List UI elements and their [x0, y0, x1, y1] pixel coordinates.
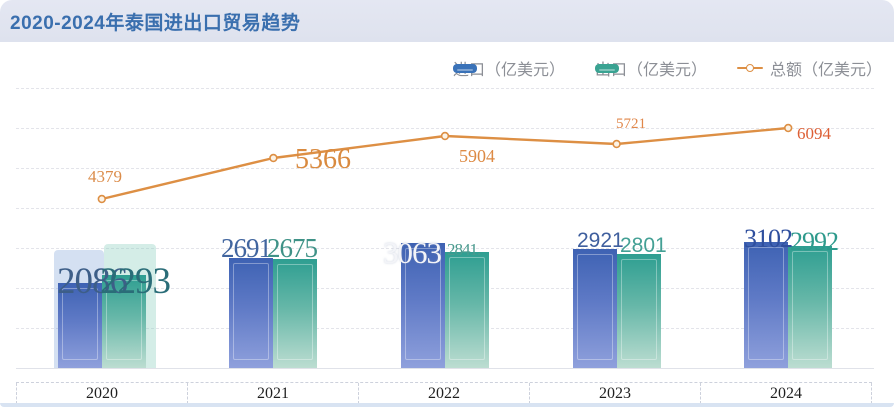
- total-point-2020: [97, 194, 107, 204]
- export-bar-2021: [273, 259, 318, 368]
- chart-title-bar: 2020-2024年泰国进出口贸易趋势: [0, 0, 894, 42]
- import-bar-2024: [744, 242, 789, 368]
- export-bar-2020: [101, 275, 146, 368]
- total-line: [101, 126, 789, 201]
- total-value-label-2022: 5904: [459, 146, 495, 166]
- bottom-strip: [0, 403, 894, 407]
- import-value-label-2023: 2921: [577, 229, 624, 252]
- gridline: [16, 88, 874, 89]
- total-series-marker-icon: [736, 63, 763, 72]
- x-axis-cell-2021: 2021: [187, 383, 358, 404]
- import-bar-2020: [57, 283, 102, 368]
- import-value-label-2022: 3063: [383, 235, 442, 270]
- x-axis-cell-2022: 2022: [358, 383, 529, 404]
- legend-label-import: 进口（亿美元）: [452, 62, 565, 79]
- legend-label-export: 出口（亿美元）: [594, 62, 707, 79]
- x-axis-line: [16, 368, 874, 369]
- plot-area: 2086 2691 3063 2921 3102 2293 2675 2841. 2801 299…: [16, 88, 874, 405]
- export-bar-2023: [616, 254, 661, 368]
- gridline: [16, 208, 874, 209]
- export-value-label-2023: 2801: [620, 234, 667, 257]
- x-axis-label: 2020: [86, 384, 118, 402]
- export-value-label-2020: 2293: [100, 261, 171, 302]
- x-axis-label: 2021: [257, 384, 289, 402]
- export-bar-2024: [788, 246, 833, 368]
- legend-label-total: 总额（亿美元）: [769, 62, 882, 79]
- total-value-label-2021: 5366: [295, 144, 351, 175]
- x-axis-cell-2023: 2023: [529, 383, 700, 404]
- import-series-marker-icon: [452, 63, 477, 73]
- legend-item-total[interactable]: 总额（亿美元）: [736, 56, 882, 80]
- import-bar-2021: [229, 258, 274, 368]
- total-point-2023: [612, 139, 621, 149]
- import-value-label-2021: 2691: [221, 233, 272, 263]
- total-point-2022: [440, 131, 450, 141]
- import-bar-2023: [572, 249, 617, 368]
- export-value-label-2021: 2675: [267, 233, 318, 263]
- export-value-label-2024: 2992: [790, 227, 839, 256]
- x-axis-band: 2020 2021 2022 2023 2024: [16, 382, 872, 405]
- import-value-label-2020: 2086: [57, 261, 128, 302]
- export-series-marker-icon: [594, 63, 619, 73]
- chart-title: 2020-2024年泰国进出口贸易趋势: [10, 12, 301, 34]
- legend-item-export[interactable]: 出口（亿美元）: [594, 56, 707, 80]
- gridline: [16, 168, 874, 169]
- x-axis-label: 2022: [428, 384, 460, 402]
- legend-item-import[interactable]: 进口（亿美元）: [452, 56, 565, 80]
- gridline: [16, 128, 874, 129]
- total-value-label-2023: 5721: [616, 116, 646, 132]
- total-point-2021: [269, 153, 278, 163]
- import-bar-2022: [401, 243, 445, 368]
- export-bar-2022: [445, 252, 489, 368]
- gridline: [16, 248, 874, 249]
- total-value-label-2024: 6094: [797, 124, 831, 143]
- x-axis-label: 2023: [599, 384, 631, 402]
- x-axis-cell-2020: 2020: [16, 383, 187, 404]
- export-value-label-2022: 2841.: [447, 240, 481, 259]
- import-value-label-2024: 3102: [744, 224, 793, 253]
- total-value-label-2020: 4379: [88, 167, 122, 186]
- legend: 进口（亿美元） 出口（亿美元） 总额（亿美元）: [452, 56, 882, 80]
- x-axis-label: 2024: [770, 384, 802, 402]
- x-axis-cell-2024: 2024: [700, 383, 872, 404]
